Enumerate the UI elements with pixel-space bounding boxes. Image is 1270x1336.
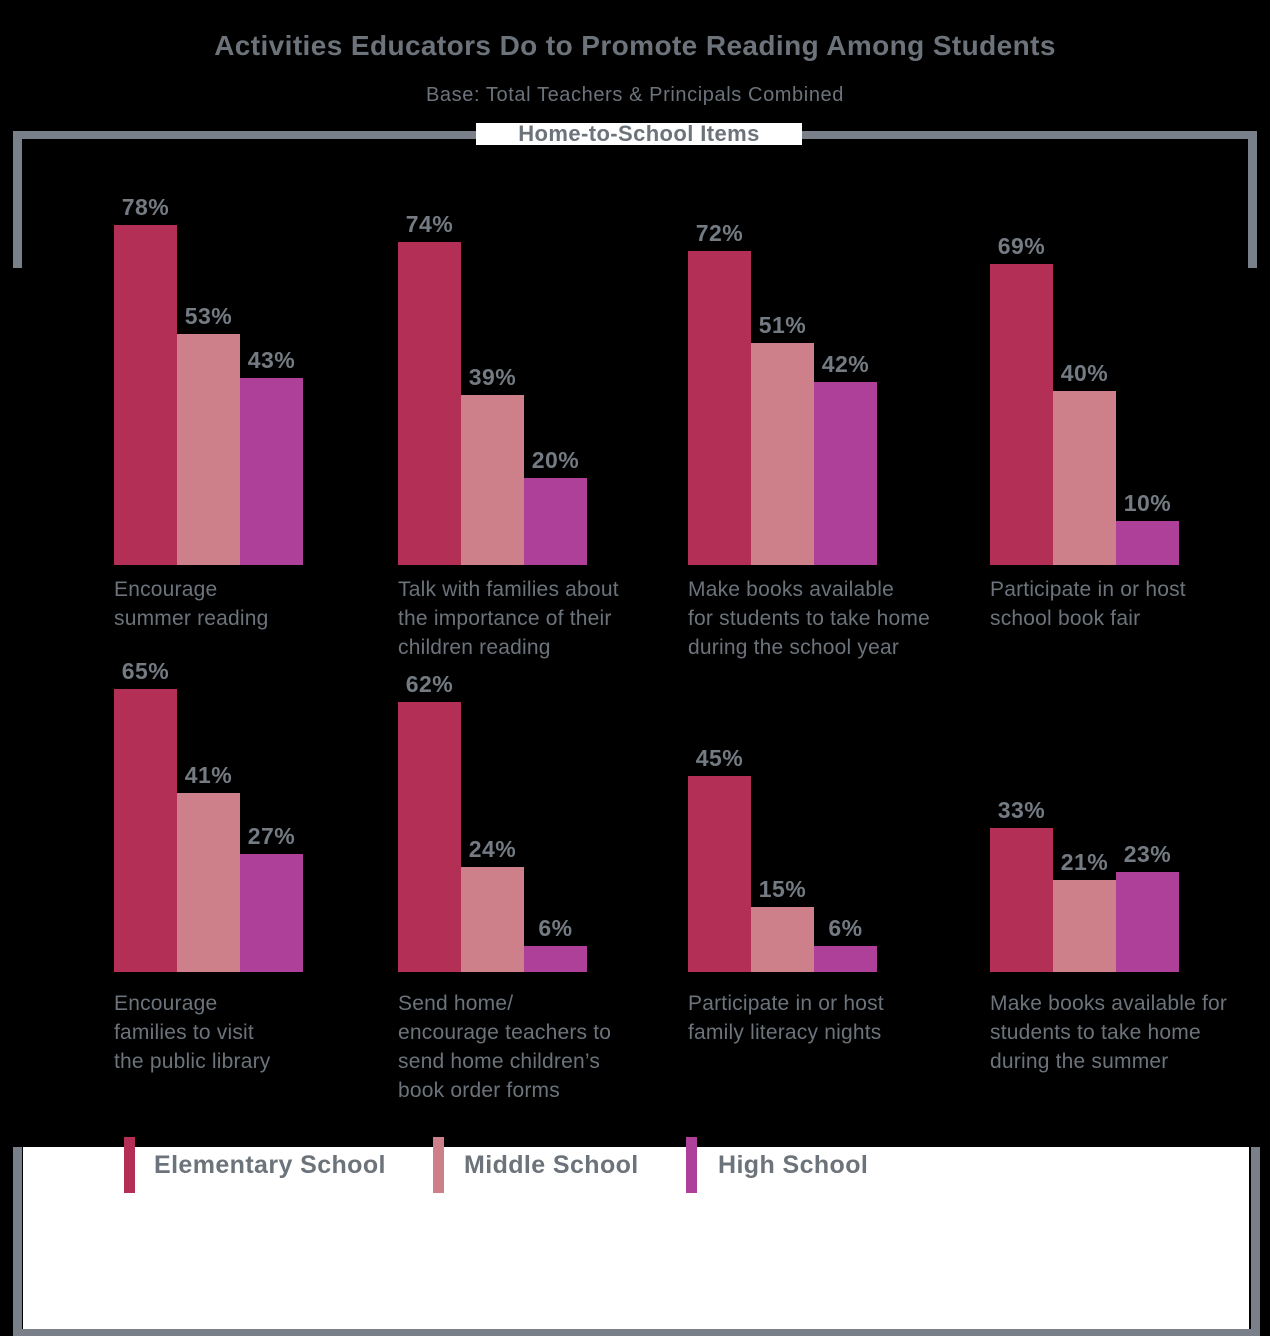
bar-elementary-school: [990, 828, 1053, 972]
section-label-home-to-school: Home-to-School Items: [476, 123, 802, 145]
bar-high-school: [1116, 521, 1179, 565]
bar-group-label: Participate in or host family literacy n…: [688, 992, 884, 1044]
bar-middle-school: [751, 907, 814, 972]
bar-elementary-school: [114, 225, 177, 565]
legend-marker-elementary-school: [124, 1137, 135, 1193]
bar-value-label: 20%: [531, 447, 580, 473]
chart-title: Activities Educators Do to Promote Readi…: [214, 30, 1056, 61]
bar-value-label: 51%: [758, 312, 807, 338]
bar-middle-school: [177, 334, 240, 565]
bar-middle-school: [461, 867, 524, 972]
bottom-panel: [23, 1147, 1249, 1329]
bar-high-school: [814, 382, 877, 565]
bar-value-label: 10%: [1123, 490, 1172, 516]
legend-label-high-school: High School: [718, 1151, 869, 1179]
bar-group-label: Encourage families to visit the public l…: [114, 992, 271, 1073]
bar-group-label: Encourage summer reading: [114, 578, 269, 630]
bottom-frame-right-arm: [1251, 1147, 1260, 1336]
bar-elementary-school: [398, 702, 461, 972]
bar-group-label: Participate in or host school book fair: [990, 578, 1186, 630]
bar-value-label: 42%: [821, 351, 870, 377]
bar-elementary-school: [398, 242, 461, 565]
bar-value-label: 33%: [997, 797, 1046, 823]
bar-group-label: Talk with families about the importance …: [398, 578, 619, 659]
bar-high-school: [524, 478, 587, 565]
bar-value-label: 62%: [405, 671, 454, 697]
bar-elementary-school: [114, 689, 177, 972]
bottom-frame-bottom-line: [13, 1329, 1260, 1336]
bar-value-label: 39%: [468, 364, 517, 390]
bar-value-label: 23%: [1123, 841, 1172, 867]
bar-high-school: [240, 378, 303, 565]
bar-middle-school: [177, 793, 240, 972]
bar-high-school: [1116, 872, 1179, 972]
bar-value-label: 78%: [121, 194, 170, 220]
bar-value-label: 40%: [1060, 360, 1109, 386]
bar-high-school: [240, 854, 303, 972]
bar-value-label: 74%: [405, 211, 454, 237]
bar-elementary-school: [990, 264, 1053, 565]
bar-group-label: Make books available for students to tak…: [688, 578, 930, 659]
bar-value-label: 15%: [758, 876, 807, 902]
bar-group-label: Send home/ encourage teachers to send ho…: [398, 992, 612, 1102]
bar-value-label: 6%: [538, 915, 573, 941]
legend-marker-high-school: [686, 1137, 697, 1193]
bar-value-label: 6%: [828, 915, 863, 941]
bar-elementary-school: [688, 251, 751, 565]
legend-label-elementary-school: Elementary School: [154, 1151, 386, 1179]
chart-subtitle: Base: Total Teachers & Principals Combin…: [425, 84, 844, 106]
bar-value-label: 45%: [695, 745, 744, 771]
bar-group-label: Make books available for students to tak…: [990, 992, 1228, 1073]
top-bracket-right-arm: [1248, 131, 1257, 268]
bar-value-label: 41%: [184, 762, 233, 788]
bar-middle-school: [1053, 391, 1116, 565]
bottom-frame-left-arm: [13, 1147, 22, 1336]
legend-marker-middle-school: [433, 1137, 444, 1193]
bar-value-label: 53%: [184, 303, 233, 329]
bar-middle-school: [1053, 880, 1116, 972]
bar-value-label: 43%: [247, 347, 296, 373]
bar-high-school: [814, 946, 877, 972]
bar-value-label: 27%: [247, 823, 296, 849]
bar-value-label: 72%: [695, 220, 744, 246]
bar-value-label: 69%: [997, 233, 1046, 259]
bar-high-school: [524, 946, 587, 972]
legend-label-middle-school: Middle School: [464, 1151, 639, 1179]
bar-elementary-school: [688, 776, 751, 972]
bar-value-label: 21%: [1060, 849, 1109, 875]
top-bracket-left-arm: [13, 131, 22, 268]
bar-value-label: 65%: [121, 658, 170, 684]
bar-value-label: 24%: [468, 836, 517, 862]
bar-middle-school: [461, 395, 524, 565]
bar-middle-school: [751, 343, 814, 565]
